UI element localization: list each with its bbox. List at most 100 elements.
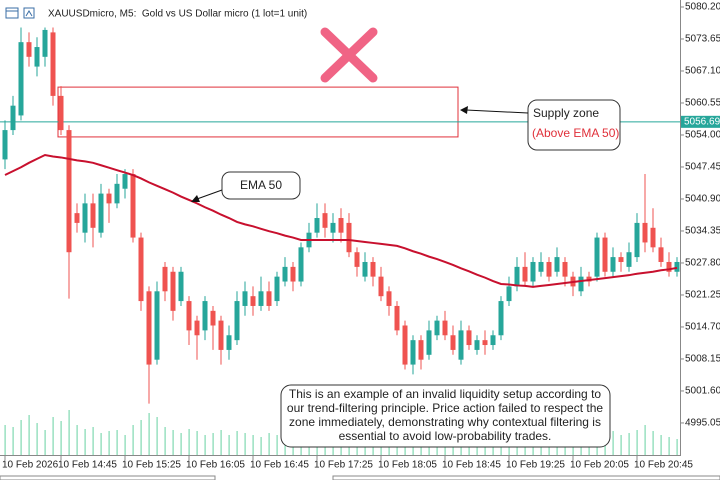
candle-body (466, 330, 472, 346)
candle-body (218, 320, 224, 350)
candle-body (242, 291, 248, 306)
callout-text: EMA 50 (240, 178, 282, 192)
candle-body (386, 291, 392, 306)
y-tick-label: 5060.55 (685, 98, 720, 109)
candle-body (426, 330, 432, 355)
icon[interactable] (23, 7, 35, 19)
candle-body (530, 261, 536, 282)
candle-body (546, 261, 552, 277)
volume-bar (116, 430, 118, 455)
volume-bar (220, 430, 222, 455)
arrow (196, 189, 223, 200)
candle-body (522, 266, 528, 282)
y-tick-label: 5014.70 (685, 322, 720, 333)
callout-box (221, 171, 301, 200)
candle-body (258, 291, 264, 306)
volume-bar (652, 431, 654, 455)
candle-body (458, 330, 464, 360)
candle-body (2, 130, 8, 160)
x-tick-label: 10 Feb 19:25 (506, 460, 565, 471)
volume-bar (180, 433, 182, 455)
candle-body (578, 276, 584, 292)
candle-body (442, 320, 448, 336)
candle-body (98, 193, 104, 233)
x-tick-label: 10 Feb 18:45 (442, 460, 501, 471)
candle-body (554, 257, 560, 272)
invalid-mark (320, 27, 378, 83)
volume-bar (260, 437, 262, 455)
candle-body (162, 266, 168, 292)
arrow-head (191, 195, 200, 202)
candle-body (138, 237, 144, 302)
note-box (280, 384, 611, 448)
candle-body (18, 42, 24, 116)
volume-bar (140, 420, 142, 455)
volume-bar (60, 421, 62, 455)
volume-bar (76, 425, 78, 455)
x-tick-label: 10 Feb 15:25 (122, 460, 181, 471)
candle-body (10, 105, 16, 131)
candle-body (402, 325, 408, 365)
candle-body (154, 291, 160, 360)
candle-body (90, 203, 96, 228)
volume-bar (28, 415, 30, 455)
candle-body (34, 47, 40, 67)
volume-bar (196, 431, 198, 455)
candle-body (50, 32, 56, 96)
panel-edge (332, 475, 720, 480)
candle-body (610, 257, 616, 272)
candle-body (450, 335, 456, 350)
volume-bar (204, 435, 206, 455)
volume-bar (12, 427, 14, 455)
volume-bar (92, 427, 94, 455)
y-tick-label: 5021.25 (685, 290, 720, 301)
x-tick-label: 10 Feb 14:45 (58, 460, 117, 471)
arrow-head (460, 106, 468, 114)
candle-body (122, 174, 128, 189)
panel-edge (0, 475, 216, 480)
ema-line (4, 153, 678, 288)
icon[interactable] (5, 7, 19, 19)
candle-body (666, 261, 672, 272)
candle-body (274, 276, 280, 302)
arrow (465, 109, 529, 114)
candle-body (322, 213, 328, 228)
volume-bar (228, 435, 230, 455)
y-tick-label: 5001.60 (685, 386, 720, 397)
x-tick-label: 10 Feb 16:05 (186, 460, 245, 471)
candle-body (194, 320, 200, 336)
y-tick-label: 5067.10 (685, 66, 720, 77)
candle-body (618, 257, 624, 262)
volume-bar (164, 427, 166, 455)
candle-body (538, 261, 544, 272)
volume-bar (644, 425, 646, 455)
candle-body (354, 252, 360, 267)
candle-body (266, 291, 272, 306)
candle-body (330, 222, 336, 233)
volume-bar (276, 435, 278, 455)
candle-body (498, 301, 504, 336)
candle-body (26, 42, 32, 57)
volume-bar (612, 431, 614, 455)
volume-bar (44, 430, 46, 455)
candle-body (490, 335, 496, 346)
candle-body (474, 340, 480, 350)
candle-body (282, 266, 288, 282)
y-tick-label: 5034.35 (685, 226, 720, 237)
volume-bar (676, 439, 678, 455)
candle-body (106, 193, 112, 204)
volume-bar (252, 435, 254, 455)
candle-body (602, 237, 608, 272)
candle-body (506, 286, 512, 302)
y-tick-label: 5080.20 (685, 2, 720, 13)
y-tick-label: 4995.05 (685, 418, 720, 429)
candle-body (434, 320, 440, 336)
y-tick-label: 5047.45 (685, 162, 720, 173)
candle-body (74, 213, 80, 223)
candle-body (514, 266, 520, 287)
x-tick-label: 10 Feb 18:05 (378, 460, 437, 471)
y-tick-label: 5040.90 (685, 194, 720, 205)
x-tick-label: 10 Feb 20:05 (570, 460, 629, 471)
volume-bar (172, 430, 174, 455)
